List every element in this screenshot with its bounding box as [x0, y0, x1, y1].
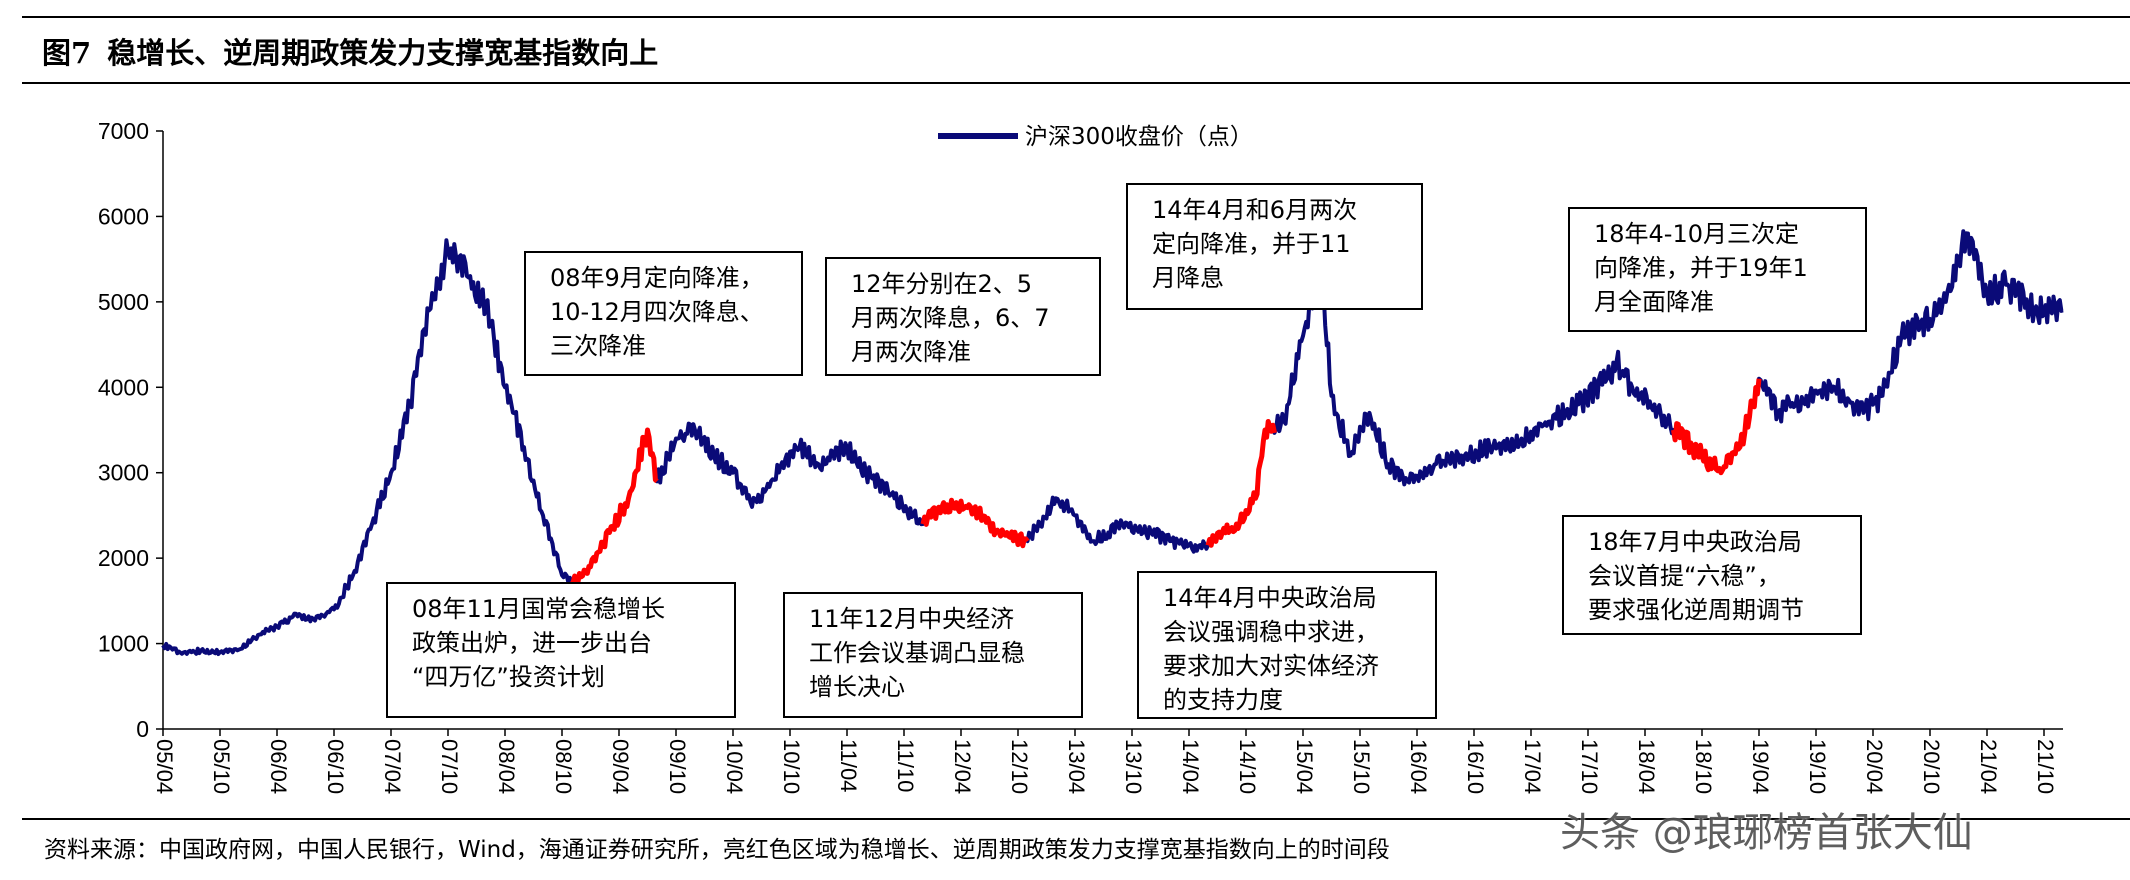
figure-title: 图7 稳增长、逆周期政策发力支撑宽基指数向上	[42, 30, 658, 72]
annotation-line: 08年9月定向降准，	[550, 264, 764, 292]
x-tick-label: 17/10	[1577, 739, 1602, 794]
annotation-line: 18年7月中央政治局	[1588, 528, 1802, 556]
highlight-segment	[920, 497, 1030, 549]
annotation-line: 月两次降息，6、7	[851, 304, 1050, 332]
annotation-line: 月全面降准	[1594, 288, 1714, 316]
annotation-box: 12年分别在2、5 月两次降息，6、7 月两次降准	[825, 257, 1101, 376]
x-tick-label: 05/04	[152, 739, 177, 794]
x-tick-label: 17/04	[1520, 739, 1545, 794]
annotation-line: 会议首提“六稳”，	[1588, 562, 1781, 590]
y-tick-label: 3000	[98, 460, 149, 486]
x-tick-label: 19/10	[1805, 739, 1830, 794]
x-tick-label: 08/10	[551, 739, 576, 794]
x-tick-label: 12/04	[950, 739, 975, 794]
annotation-line: 定向降准，并于11	[1152, 230, 1351, 258]
x-tick-label: 12/10	[1007, 739, 1032, 794]
annotation-line: 工作会议基调凸显稳	[809, 639, 1025, 667]
x-tick-label: 06/10	[323, 739, 348, 794]
highlight-segment	[1671, 378, 1762, 476]
annotation-line: 14年4月和6月两次	[1152, 196, 1358, 224]
highlight-segment	[570, 427, 659, 586]
annotation-box: 08年11月国常会稳增长 政策出炉，进一步出台 “四万亿”投资计划	[386, 582, 736, 718]
annotation-line: 月两次降准	[851, 338, 971, 366]
annotation-line: “四万亿”投资计划	[412, 663, 605, 691]
x-tick-label: 15/04	[1292, 739, 1317, 794]
annotation-line: 向降准，并于19年1	[1594, 254, 1808, 282]
annotation-line: 08年11月国常会稳增长	[412, 595, 666, 623]
annotation-line: 增长决心	[809, 673, 905, 701]
annotation-line: 月降息	[1152, 264, 1224, 292]
figure-number: 图7	[42, 36, 92, 70]
annotation-line: 的支持力度	[1163, 686, 1283, 714]
annotation-line: 政策出炉，进一步出台	[412, 629, 652, 657]
y-tick-label: 0	[136, 716, 149, 742]
x-tick-label: 09/04	[608, 739, 633, 794]
x-tick-label: 10/10	[779, 739, 804, 794]
x-tick-label: 20/10	[1919, 739, 1944, 794]
annotation-box: 14年4月中央政治局 会议强调稳中求进， 要求加大对实体经济 的支持力度	[1137, 571, 1437, 719]
x-tick-label: 21/10	[2033, 739, 2058, 794]
y-tick-label: 7000	[98, 118, 149, 144]
annotation-line: 14年4月中央政治局	[1163, 584, 1377, 612]
x-tick-label: 14/04	[1178, 739, 1203, 794]
annotation-line: 要求加大对实体经济	[1163, 652, 1379, 680]
x-tick-label: 08/04	[494, 739, 519, 794]
y-tick-label: 5000	[98, 289, 149, 315]
x-tick-label: 13/04	[1064, 739, 1089, 794]
y-tick-label: 6000	[98, 203, 149, 229]
watermark: 头条 @琅琊榜首张大仙	[1560, 810, 1973, 856]
x-tick-label: 11/04	[836, 739, 861, 792]
series-layer	[161, 229, 2064, 656]
x-tick-label: 19/04	[1748, 739, 1773, 794]
x-tick-label: 07/10	[437, 739, 462, 794]
x-tick-label: 06/04	[266, 739, 291, 794]
x-tick-label: 21/04	[1976, 739, 2001, 794]
annotation-line: 11年12月中央经济	[809, 605, 1015, 633]
annotation-box: 14年4月和6月两次 定向降准，并于11 月降息	[1126, 183, 1423, 310]
x-tick-label: 13/10	[1121, 739, 1146, 794]
y-tick-label: 2000	[98, 545, 149, 571]
x-tick-label: 18/10	[1691, 739, 1716, 794]
x-tick-label: 18/04	[1634, 739, 1659, 794]
annotation-line: 三次降准	[550, 332, 646, 360]
annotation-line: 18年4-10月三次定	[1594, 220, 1800, 248]
x-tick-label: 10/04	[722, 739, 747, 794]
x-tick-label: 09/10	[665, 739, 690, 794]
x-tick-label: 14/10	[1235, 739, 1260, 794]
annotation-line: 12年分别在2、5	[851, 270, 1033, 298]
x-tick-label: 16/04	[1406, 739, 1431, 794]
highlight-segment	[1205, 419, 1277, 548]
top-rule	[22, 16, 2130, 18]
x-tick-label: 20/04	[1862, 739, 1887, 794]
y-tick-label: 4000	[98, 374, 149, 400]
x-tick-label: 11/10	[893, 739, 918, 792]
annotation-box: 08年9月定向降准， 10-12月四次降息、 三次降准	[524, 251, 803, 376]
x-tick-label: 15/10	[1349, 739, 1374, 794]
annotation-box: 18年7月中央政治局 会议首提“六稳”， 要求强化逆周期调节	[1562, 515, 1862, 635]
bottom-rule	[22, 818, 2130, 820]
title-rule	[22, 82, 2130, 84]
annotation-line: 要求强化逆周期调节	[1588, 596, 1804, 624]
figure-title-text: 稳增长、逆周期政策发力支撑宽基指数向上	[107, 36, 659, 70]
annotation-line: 会议强调稳中求进，	[1163, 618, 1379, 646]
legend-label: 沪深300收盘价（点）	[1025, 124, 1253, 150]
x-tick-label: 05/10	[209, 739, 234, 794]
annotation-box: 18年4-10月三次定 向降准，并于19年1 月全面降准	[1568, 207, 1867, 332]
annotation-line: 10-12月四次降息、	[550, 298, 764, 326]
source-note: 资料来源：中国政府网，中国人民银行，Wind，海通证券研究所，亮红色区域为稳增长…	[44, 837, 1390, 863]
annotation-box: 11年12月中央经济 工作会议基调凸显稳 增长决心	[783, 592, 1083, 718]
x-tick-label: 07/04	[380, 739, 405, 794]
y-tick-label: 1000	[98, 631, 149, 657]
x-tick-label: 16/10	[1463, 739, 1488, 794]
axes: 0 1000 2000 3000 4000 5000 6000 7000 05/04 05/10 0…	[98, 118, 2063, 794]
legend: 沪深300收盘价（点）	[938, 124, 1253, 150]
